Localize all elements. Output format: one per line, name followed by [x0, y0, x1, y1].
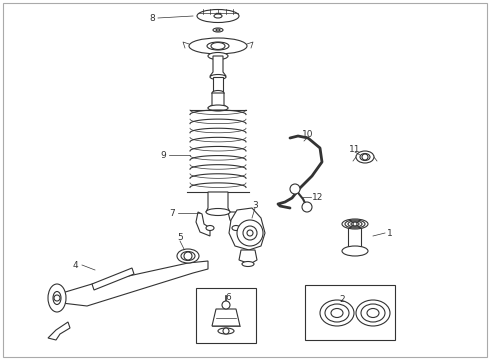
Text: 6: 6 — [225, 293, 231, 302]
Ellipse shape — [207, 42, 229, 50]
Ellipse shape — [320, 300, 354, 326]
Circle shape — [184, 252, 192, 260]
Ellipse shape — [325, 304, 349, 322]
Circle shape — [54, 295, 60, 301]
Ellipse shape — [331, 309, 343, 318]
Ellipse shape — [189, 38, 247, 54]
Text: 2: 2 — [339, 296, 345, 305]
Text: 1: 1 — [387, 229, 393, 238]
Ellipse shape — [181, 252, 195, 261]
Ellipse shape — [232, 225, 240, 230]
Ellipse shape — [351, 222, 359, 226]
Ellipse shape — [342, 246, 368, 256]
Text: 8: 8 — [149, 14, 155, 23]
Text: 3: 3 — [252, 201, 258, 210]
Ellipse shape — [345, 220, 365, 228]
Text: 7: 7 — [169, 208, 175, 217]
Polygon shape — [228, 212, 246, 234]
Ellipse shape — [214, 14, 222, 18]
Polygon shape — [210, 56, 226, 76]
Ellipse shape — [218, 328, 234, 334]
Ellipse shape — [356, 300, 390, 326]
Ellipse shape — [206, 225, 214, 230]
Circle shape — [302, 202, 312, 212]
Ellipse shape — [212, 90, 224, 95]
Text: 11: 11 — [349, 144, 361, 153]
Polygon shape — [239, 250, 257, 264]
Ellipse shape — [356, 151, 374, 163]
Ellipse shape — [208, 105, 228, 111]
Ellipse shape — [348, 221, 362, 227]
Text: 12: 12 — [312, 193, 324, 202]
Circle shape — [362, 154, 368, 160]
Text: 9: 9 — [160, 150, 166, 159]
Circle shape — [222, 301, 230, 309]
Ellipse shape — [177, 249, 199, 263]
Circle shape — [223, 328, 229, 334]
Ellipse shape — [206, 208, 230, 216]
Ellipse shape — [53, 292, 61, 305]
Ellipse shape — [242, 261, 254, 266]
Polygon shape — [212, 309, 240, 326]
Polygon shape — [229, 208, 265, 250]
Polygon shape — [92, 268, 134, 290]
Polygon shape — [206, 192, 230, 212]
Ellipse shape — [208, 53, 228, 59]
Polygon shape — [213, 77, 223, 93]
Polygon shape — [208, 93, 228, 108]
Ellipse shape — [197, 9, 239, 23]
Ellipse shape — [216, 29, 220, 31]
Circle shape — [247, 230, 253, 236]
Polygon shape — [196, 212, 210, 236]
Circle shape — [290, 184, 300, 194]
Text: 4: 4 — [72, 261, 78, 270]
Polygon shape — [48, 322, 70, 340]
Polygon shape — [62, 261, 208, 306]
Ellipse shape — [48, 284, 66, 312]
Ellipse shape — [360, 153, 370, 161]
Text: 10: 10 — [302, 130, 314, 139]
Ellipse shape — [210, 75, 226, 80]
Circle shape — [243, 226, 257, 240]
Text: 5: 5 — [177, 234, 183, 243]
Circle shape — [353, 222, 357, 226]
Ellipse shape — [213, 28, 223, 32]
Ellipse shape — [361, 304, 385, 322]
Ellipse shape — [211, 42, 225, 50]
Polygon shape — [348, 224, 361, 251]
Circle shape — [237, 220, 263, 246]
Bar — [305, 285, 395, 340]
Ellipse shape — [367, 309, 379, 318]
Ellipse shape — [342, 219, 368, 229]
Bar — [196, 288, 256, 343]
